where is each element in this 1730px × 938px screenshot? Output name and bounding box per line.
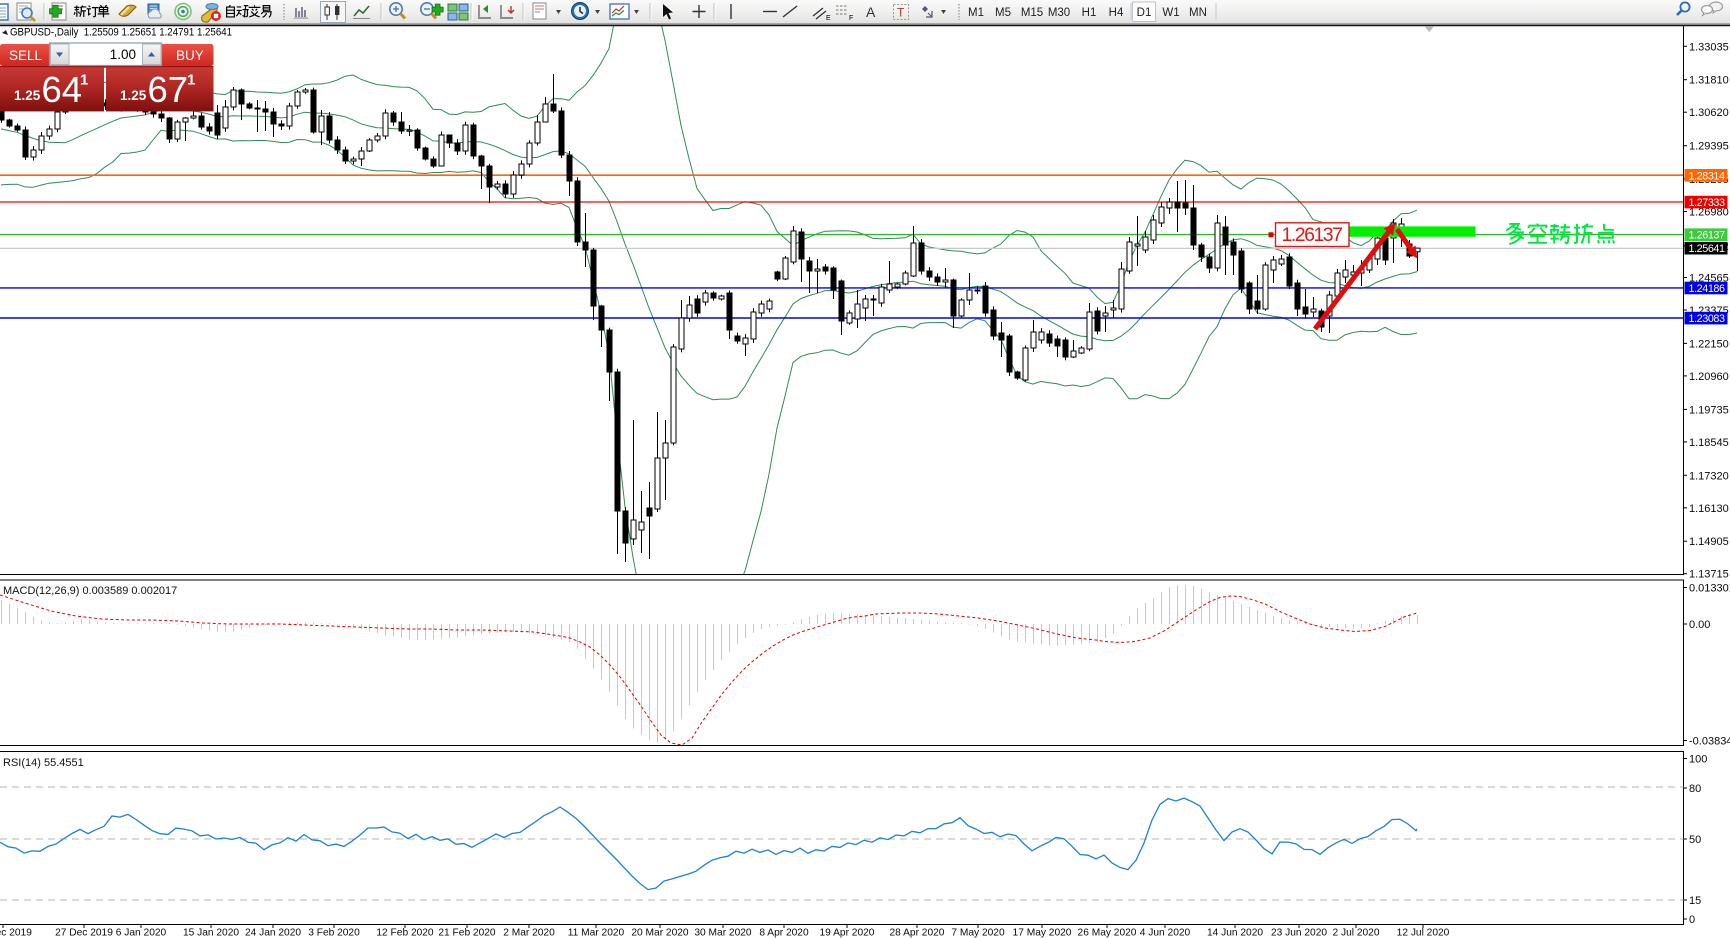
svg-text:E: E bbox=[826, 15, 831, 22]
svg-text:MN: MN bbox=[1189, 7, 1207, 19]
svg-text:RSI(14) 55.4551: RSI(14) 55.4551 bbox=[3, 757, 84, 769]
svg-text:1.33035: 1.33035 bbox=[1689, 41, 1729, 53]
svg-text:1.13715: 1.13715 bbox=[1689, 569, 1729, 581]
svg-text:2 Jul 2020: 2 Jul 2020 bbox=[1332, 928, 1379, 938]
svg-text:1.26980: 1.26980 bbox=[1689, 207, 1729, 219]
svg-text:26 May 2020: 26 May 2020 bbox=[1078, 928, 1137, 938]
svg-text:2 Mar 2020: 2 Mar 2020 bbox=[503, 928, 555, 938]
svg-text:1.22150: 1.22150 bbox=[1689, 338, 1729, 350]
svg-text:6 Jan 2020: 6 Jan 2020 bbox=[116, 928, 167, 938]
svg-text:15: 15 bbox=[1689, 895, 1701, 907]
svg-text:100: 100 bbox=[1689, 754, 1707, 766]
svg-text:12 Feb 2020: 12 Feb 2020 bbox=[376, 928, 434, 938]
svg-text:7 May 2020: 7 May 2020 bbox=[951, 928, 1005, 938]
svg-text:1.16130: 1.16130 bbox=[1689, 503, 1729, 515]
svg-text:1.14905: 1.14905 bbox=[1689, 536, 1729, 548]
svg-text:1: 1 bbox=[187, 72, 195, 89]
svg-text:1: 1 bbox=[80, 72, 88, 89]
svg-text:A: A bbox=[866, 4, 876, 20]
svg-text:0: 0 bbox=[1689, 914, 1695, 926]
svg-text:24 Jan 2020: 24 Jan 2020 bbox=[245, 928, 301, 938]
svg-text:11 Mar 2020: 11 Mar 2020 bbox=[568, 928, 625, 938]
svg-text:1.31810: 1.31810 bbox=[1689, 75, 1729, 87]
svg-text:21 Feb 2020: 21 Feb 2020 bbox=[438, 928, 496, 938]
svg-text:1.00: 1.00 bbox=[110, 47, 136, 62]
svg-text:M1: M1 bbox=[968, 7, 984, 19]
svg-text:64: 64 bbox=[42, 69, 83, 110]
svg-text:23 Jun 2020: 23 Jun 2020 bbox=[1271, 928, 1327, 938]
svg-text:-0.038343: -0.038343 bbox=[1689, 736, 1730, 748]
svg-text:17 May 2020: 17 May 2020 bbox=[1013, 928, 1072, 938]
svg-text:1.23083: 1.23083 bbox=[1689, 313, 1726, 325]
svg-text:18 Dec 2019: 18 Dec 2019 bbox=[0, 928, 32, 938]
svg-text:50: 50 bbox=[1689, 834, 1701, 846]
svg-text:20 Mar 2020: 20 Mar 2020 bbox=[631, 928, 689, 938]
svg-text:27 Dec 2019: 27 Dec 2019 bbox=[55, 928, 113, 938]
svg-text:M30: M30 bbox=[1048, 7, 1070, 19]
svg-text:M5: M5 bbox=[995, 7, 1011, 19]
svg-text:H1: H1 bbox=[1082, 7, 1097, 19]
svg-text:1.27333: 1.27333 bbox=[1689, 197, 1726, 209]
svg-text:T: T bbox=[897, 6, 905, 20]
svg-text:15 Jan 2020: 15 Jan 2020 bbox=[183, 928, 239, 938]
svg-text:W1: W1 bbox=[1162, 7, 1179, 19]
svg-text:SELL: SELL bbox=[9, 48, 43, 63]
svg-text:1.29395: 1.29395 bbox=[1689, 141, 1729, 153]
svg-text:14 Jun 2020: 14 Jun 2020 bbox=[1207, 928, 1263, 938]
svg-text:1.30620: 1.30620 bbox=[1689, 107, 1729, 119]
svg-text:30 Mar 2020: 30 Mar 2020 bbox=[694, 928, 752, 938]
svg-text:1.25: 1.25 bbox=[14, 88, 41, 103]
svg-text:12 Jul 2020: 12 Jul 2020 bbox=[1397, 928, 1450, 938]
svg-text:1.24186: 1.24186 bbox=[1689, 283, 1726, 295]
svg-text:19 Apr 2020: 19 Apr 2020 bbox=[820, 928, 875, 938]
svg-text:67: 67 bbox=[148, 69, 189, 110]
svg-text:1.17320: 1.17320 bbox=[1689, 470, 1729, 482]
svg-text:F: F bbox=[849, 15, 853, 22]
svg-text:1.25641: 1.25641 bbox=[1689, 243, 1726, 255]
svg-text:4 Jun 2020: 4 Jun 2020 bbox=[1140, 928, 1191, 938]
svg-text:D1: D1 bbox=[1137, 7, 1152, 19]
svg-text:1.26137: 1.26137 bbox=[1282, 224, 1344, 246]
svg-text:8 Apr 2020: 8 Apr 2020 bbox=[759, 928, 809, 938]
svg-text:0.013301: 0.013301 bbox=[1689, 583, 1730, 595]
svg-text:1.26137: 1.26137 bbox=[1689, 230, 1726, 242]
svg-text:BUY: BUY bbox=[176, 48, 204, 63]
svg-text:1.24565: 1.24565 bbox=[1689, 273, 1729, 285]
svg-text:GBPUSD-,Daily 1.25509 1.25651: GBPUSD-,Daily 1.25509 1.25651 1.24791 1.… bbox=[10, 27, 232, 39]
svg-text:1.20960: 1.20960 bbox=[1689, 371, 1729, 383]
svg-text:M15: M15 bbox=[1021, 7, 1043, 19]
svg-text:1.25: 1.25 bbox=[120, 88, 147, 103]
svg-text:H4: H4 bbox=[1109, 7, 1124, 19]
svg-text:1.18545: 1.18545 bbox=[1689, 437, 1729, 449]
svg-text:3 Feb 2020: 3 Feb 2020 bbox=[308, 928, 360, 938]
svg-text:80: 80 bbox=[1689, 783, 1701, 795]
svg-text:MACD(12,26,9) 0.003589 0.00201: MACD(12,26,9) 0.003589 0.002017 bbox=[3, 585, 177, 597]
svg-text:0.00: 0.00 bbox=[1689, 619, 1710, 631]
svg-text:28 Apr 2020: 28 Apr 2020 bbox=[890, 928, 945, 938]
svg-text:1.19735: 1.19735 bbox=[1689, 404, 1729, 416]
svg-text:1.28314: 1.28314 bbox=[1689, 170, 1726, 182]
